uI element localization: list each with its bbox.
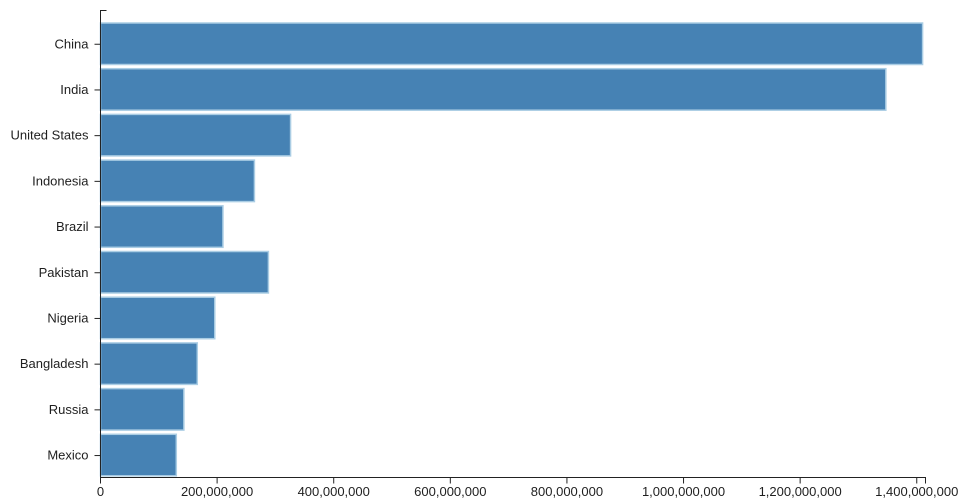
x-tick-label: 1,400,000,000 <box>875 484 958 499</box>
y-tick-label-mexico: Mexico <box>47 448 88 463</box>
x-tick-label: 600,000,000 <box>414 484 486 499</box>
y-tick-label-india: India <box>60 82 89 97</box>
y-axis-line <box>100 10 107 478</box>
y-tick-label-nigeria: Nigeria <box>47 310 89 325</box>
bar-mexico <box>99 433 178 477</box>
bar-china <box>99 22 924 66</box>
bar-russia <box>99 387 185 431</box>
x-tick-label: 1,200,000,000 <box>759 484 842 499</box>
y-tick-label-bangladesh: Bangladesh <box>20 356 89 371</box>
bar-pakistan <box>99 250 270 294</box>
x-tick-label: 400,000,000 <box>298 484 370 499</box>
bar-india <box>99 67 887 111</box>
bar-nigeria <box>99 296 216 340</box>
x-axis-line <box>100 477 926 484</box>
y-tick-label-indonesia: Indonesia <box>32 173 89 188</box>
x-tick-label: 800,000,000 <box>531 484 603 499</box>
y-tick-label-china: China <box>55 36 90 51</box>
bar-indonesia <box>99 159 256 203</box>
y-tick-label-russia: Russia <box>49 402 90 417</box>
y-tick-label-united-states: United States <box>10 128 89 143</box>
bar-united-states <box>99 113 292 157</box>
x-tick-label: 1,000,000,000 <box>642 484 725 499</box>
x-tick-label: 0 <box>97 484 104 499</box>
y-tick-label-brazil: Brazil <box>56 219 89 234</box>
bar-bangladesh <box>99 342 199 386</box>
bar-brazil <box>99 205 224 249</box>
x-tick-label: 200,000,000 <box>181 484 253 499</box>
y-tick-label-pakistan: Pakistan <box>39 265 89 280</box>
